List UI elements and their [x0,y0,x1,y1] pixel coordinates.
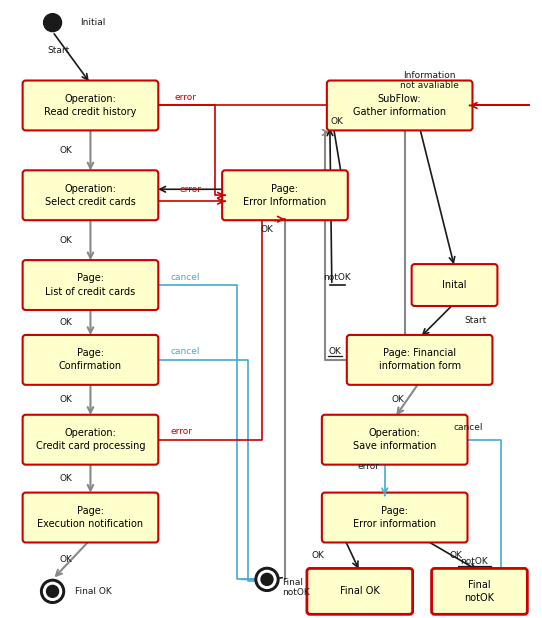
FancyBboxPatch shape [347,335,493,385]
Text: OK: OK [60,474,73,483]
Text: SubFlow:
Gather information: SubFlow: Gather information [353,94,446,117]
FancyBboxPatch shape [23,493,158,543]
FancyBboxPatch shape [322,493,468,543]
Circle shape [255,567,279,591]
FancyBboxPatch shape [23,415,158,465]
FancyBboxPatch shape [23,171,158,220]
Text: OK: OK [60,146,73,155]
Text: OK: OK [328,347,341,357]
Circle shape [258,570,276,588]
FancyBboxPatch shape [23,80,158,130]
Text: cancel: cancel [454,423,483,432]
Text: Operation:
Save information: Operation: Save information [353,428,436,451]
Circle shape [43,582,62,600]
Text: OK: OK [260,225,273,234]
Text: Initial: Initial [81,18,106,27]
Text: OK: OK [449,551,462,560]
FancyBboxPatch shape [322,415,468,465]
Circle shape [261,574,273,585]
Text: OK: OK [60,318,73,327]
FancyBboxPatch shape [431,569,527,614]
Text: Start: Start [464,316,487,325]
Text: Operation:
Credit card processing: Operation: Credit card processing [36,428,145,451]
FancyBboxPatch shape [327,80,473,130]
Text: error: error [170,427,192,436]
Circle shape [43,14,62,32]
Text: Information
not avaliable: Information not avaliable [400,71,459,90]
Text: Page:
List of credit cards: Page: List of credit cards [46,273,136,297]
Circle shape [47,585,59,598]
FancyBboxPatch shape [23,260,158,310]
Text: Page: Financial
information form: Page: Financial information form [378,349,461,371]
Text: Final OK: Final OK [340,586,379,596]
Circle shape [41,580,64,603]
Text: OK: OK [60,555,73,564]
Text: Operation:
Read credit history: Operation: Read credit history [44,94,137,117]
Text: Inital: Inital [442,280,467,290]
Text: cancel: cancel [170,273,200,282]
Text: error: error [174,93,196,102]
Text: Page:
Error Information: Page: Error Information [243,184,327,207]
Text: notOK: notOK [461,557,488,566]
Text: OK: OK [60,396,73,404]
Text: Page:
Confirmation: Page: Confirmation [59,349,122,371]
Text: cancel: cancel [170,347,200,357]
Text: Final
notOK: Final notOK [282,578,309,597]
Text: notOK: notOK [324,273,351,282]
FancyBboxPatch shape [222,171,348,220]
Text: OK: OK [331,117,344,126]
FancyBboxPatch shape [307,569,412,614]
Text: OK: OK [60,235,73,245]
Text: Operation:
Select credit cards: Operation: Select credit cards [45,184,136,207]
Text: Start: Start [48,46,70,55]
Text: Page:
Execution notification: Page: Execution notification [37,506,144,529]
Text: OK: OK [392,396,405,404]
Text: Final
notOK: Final notOK [464,580,494,603]
Text: error: error [358,462,380,471]
Text: OK: OK [312,551,325,560]
Text: Final OK: Final OK [74,587,111,596]
Text: Page:
Error information: Page: Error information [353,506,436,529]
FancyBboxPatch shape [23,335,158,385]
FancyBboxPatch shape [411,264,498,306]
Text: error: error [179,185,201,194]
